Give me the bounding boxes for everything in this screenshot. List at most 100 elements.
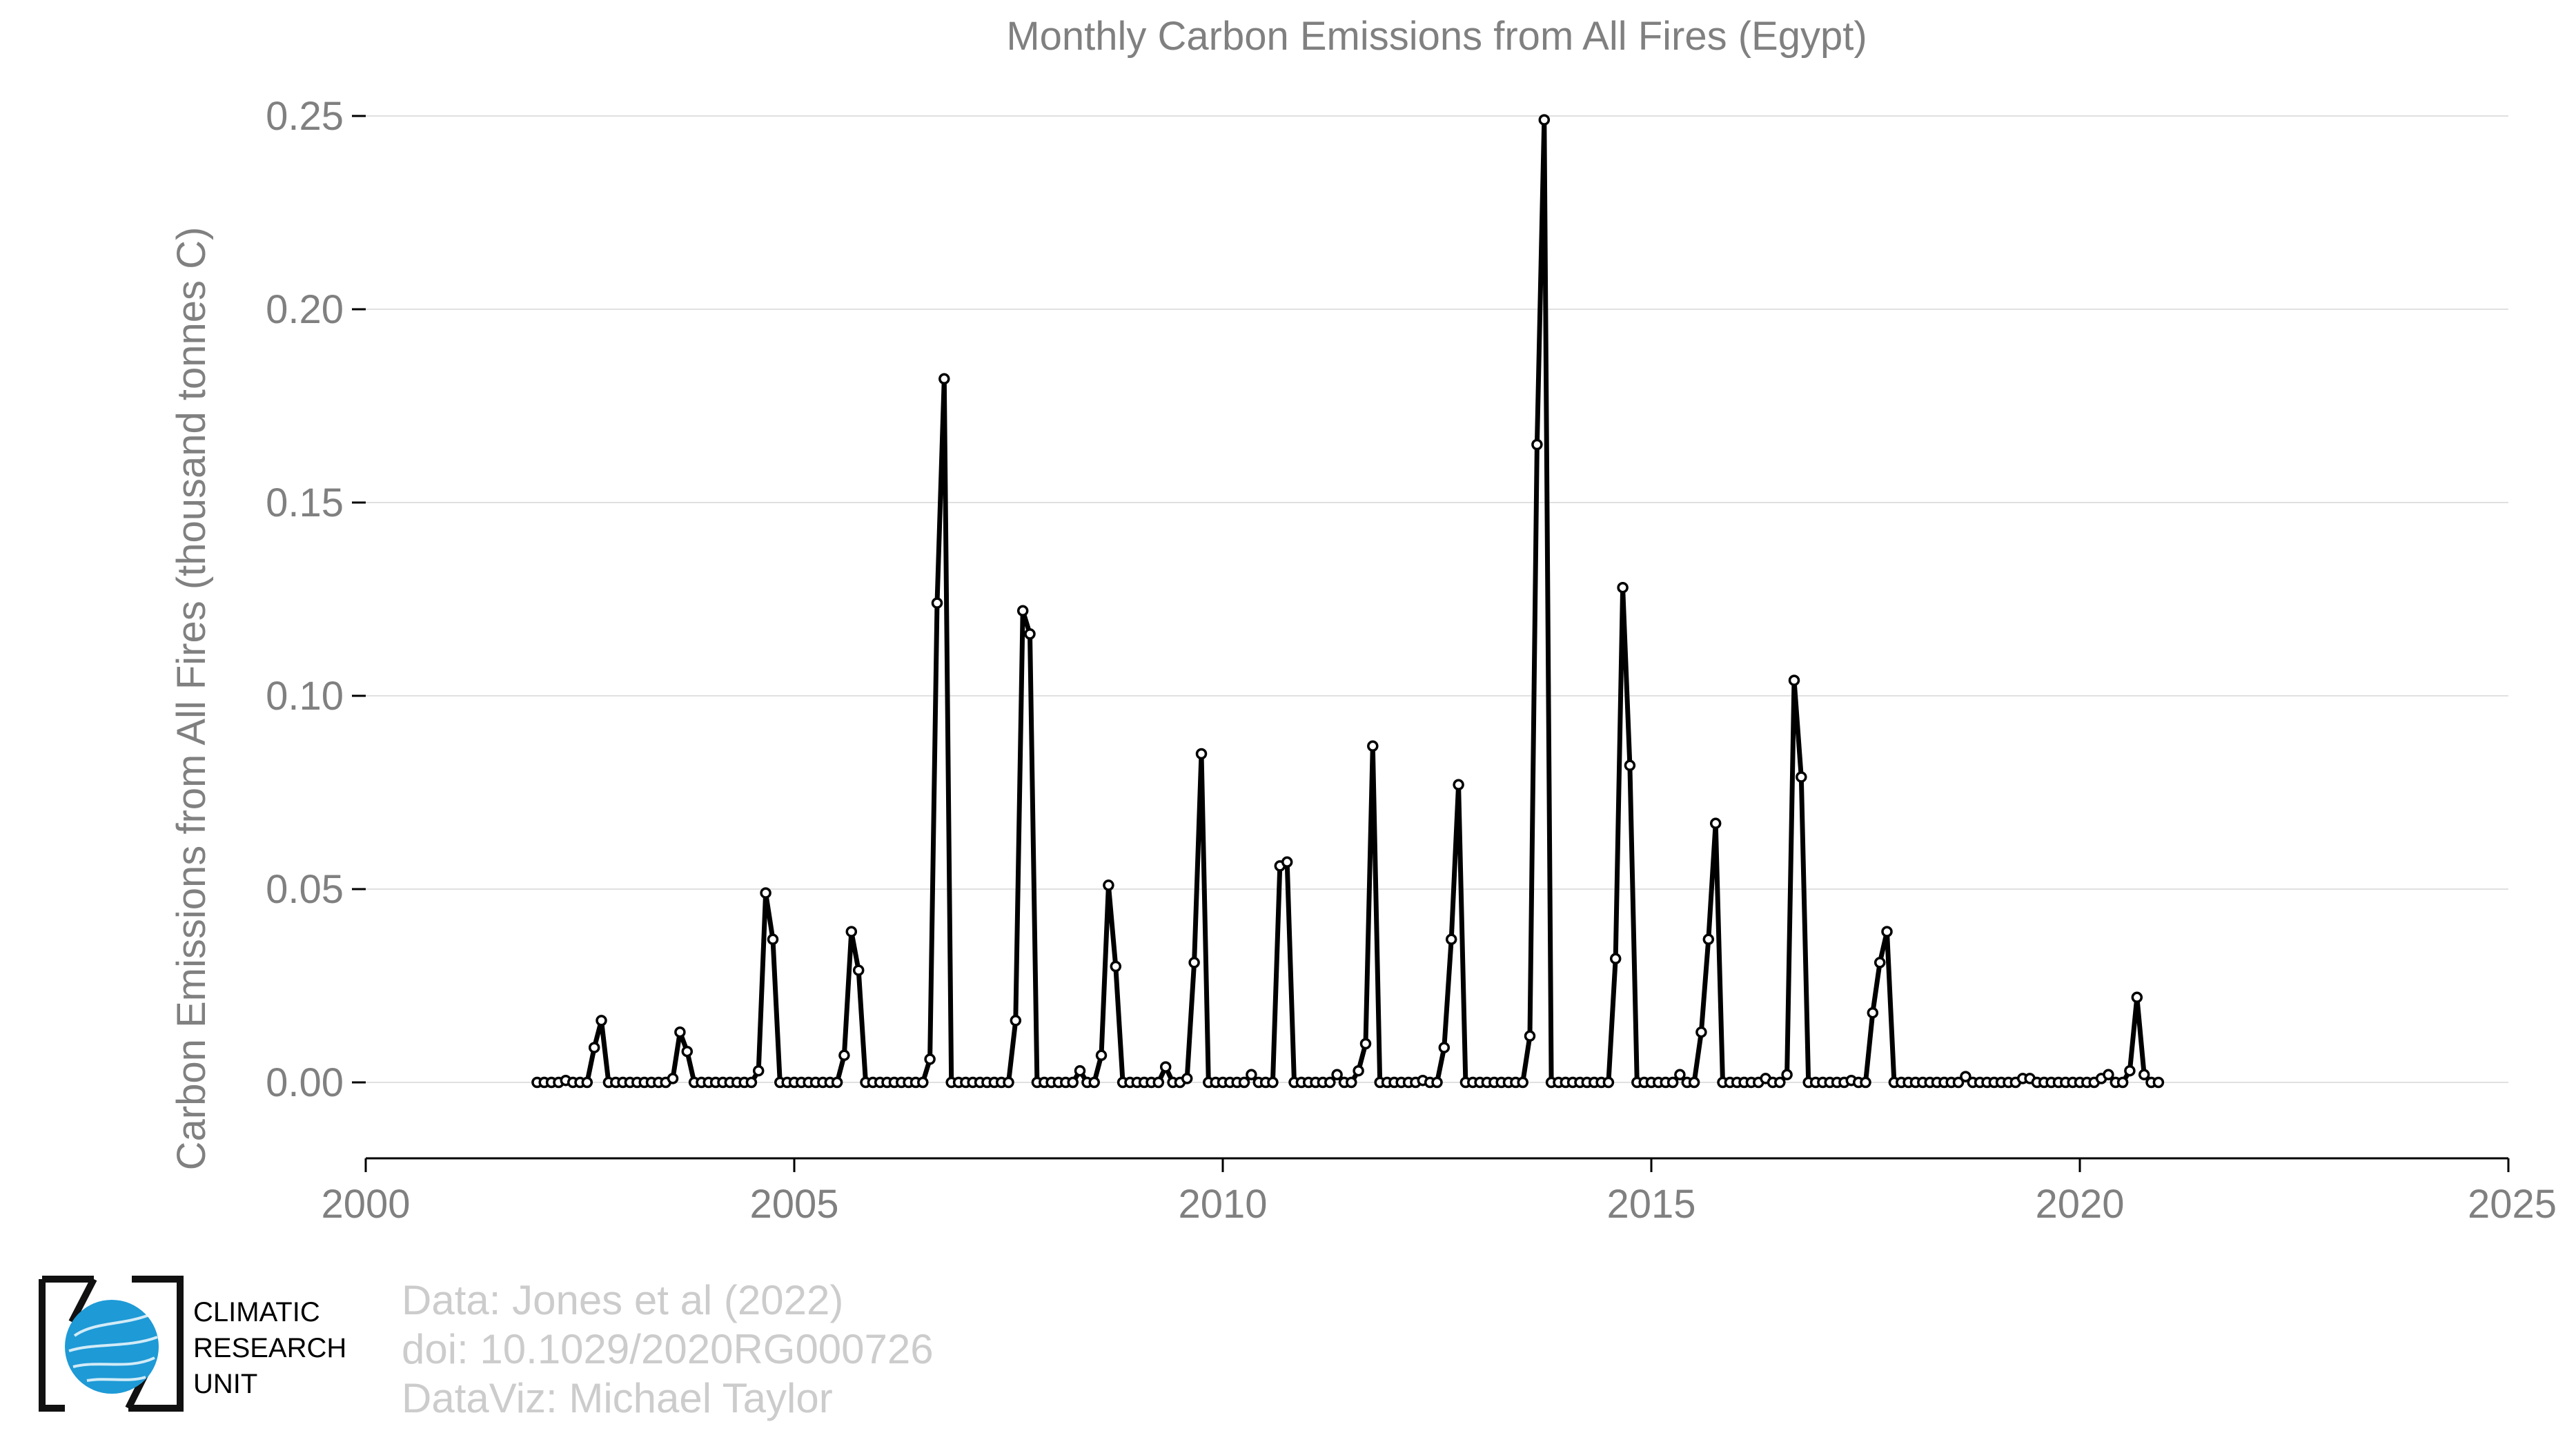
data-point (1796, 771, 1807, 783)
data-point (1609, 953, 1622, 965)
data-point (1346, 1076, 1357, 1089)
data-point (938, 373, 950, 385)
data-point (1881, 926, 1893, 937)
data-point (674, 1026, 686, 1038)
data-point (845, 926, 858, 937)
x-tick-label: 2020 (2035, 1182, 2124, 1227)
grid-lines (366, 115, 2508, 1083)
x-tick-label: 2010 (1178, 1182, 1267, 1227)
data-point (1181, 1073, 1193, 1084)
data-point (681, 1045, 694, 1058)
emissions-points (531, 114, 2165, 1089)
x-tick-label: 2000 (321, 1182, 410, 1227)
data-point (1517, 1076, 1528, 1089)
data-point (1860, 1076, 1871, 1089)
x-tick-label: 2025 (2468, 1182, 2557, 1227)
data-point (760, 887, 771, 899)
data-point (752, 1064, 765, 1077)
data-point (838, 1049, 850, 1062)
data-point (1624, 759, 1636, 772)
data-point (1438, 1042, 1451, 1053)
data-point (1702, 933, 1715, 946)
data-point (924, 1053, 936, 1065)
data-point (1074, 1064, 1086, 1077)
y-tick-label: 0.20 (266, 287, 344, 332)
y-tick-label: 0.00 (266, 1060, 344, 1105)
data-point (1688, 1076, 1700, 1089)
data-point (1445, 933, 1457, 946)
y-axis-label: Carbon Emissions from All Fires (thousan… (169, 227, 214, 1171)
y-tick-label: 0.25 (266, 94, 344, 139)
emissions-series-line (537, 117, 2159, 1085)
data-point (1774, 1076, 1786, 1089)
data-point (1067, 1076, 1079, 1089)
data-point (2138, 1069, 2150, 1081)
data-point (2103, 1069, 2114, 1081)
data-point (2116, 1076, 2129, 1089)
data-point (1602, 1076, 1615, 1089)
cru-logo (39, 1274, 184, 1412)
data-point (2152, 1076, 2165, 1089)
data-point (1617, 581, 1629, 594)
data-point (1281, 856, 1293, 868)
data-point (1152, 1076, 1165, 1089)
data-point (745, 1076, 758, 1089)
data-point (1359, 1038, 1372, 1050)
data-point (1267, 1076, 1279, 1089)
data-point (1016, 605, 1029, 617)
data-point (831, 1076, 843, 1089)
y-tick-label: 0.05 (266, 867, 344, 912)
data-point (1110, 960, 1122, 973)
data-point (1188, 957, 1200, 968)
data-point (596, 1015, 607, 1026)
data-point (1431, 1076, 1443, 1089)
data-point (917, 1076, 929, 1089)
data-point (1024, 628, 1036, 640)
y-axis-ticks: 0.00 0.05 0.10 0.15 0.20 0.25 (266, 94, 366, 1105)
data-point (1874, 957, 1886, 968)
data-point (1524, 1030, 1536, 1042)
data-point (931, 597, 943, 609)
data-point (1867, 1006, 1879, 1019)
credit-dataviz: DataViz: Michael Taylor (402, 1375, 833, 1421)
data-point (1159, 1061, 1172, 1073)
data-point (1367, 740, 1379, 752)
data-point (1531, 438, 1543, 451)
data-point (1103, 879, 1114, 891)
data-point (1195, 748, 1208, 760)
logo-text-line-1: CLIMATIC (193, 1297, 320, 1327)
data-point (852, 964, 865, 976)
data-point (1003, 1076, 1014, 1089)
data-point (767, 933, 779, 946)
credit-data-source: Data: Jones et al (2022) (402, 1277, 844, 1323)
data-point (1353, 1064, 1364, 1077)
cru-logo-text: CLIMATIC RESEARCH UNIT (193, 1294, 346, 1402)
data-credits: Data: Jones et al (2022) doi: 10.1029/20… (402, 1276, 934, 1423)
data-point (1674, 1069, 1686, 1081)
y-tick-label: 0.15 (266, 480, 344, 525)
data-point (1666, 1076, 1679, 1089)
data-point (1695, 1026, 1707, 1038)
data-point (1238, 1076, 1250, 1089)
data-point (1788, 674, 1800, 686)
data-point (1538, 114, 1551, 126)
logo-text-line-3: UNIT (193, 1369, 258, 1399)
data-point (581, 1076, 593, 1089)
y-tick-label: 0.10 (266, 674, 344, 719)
data-point (1095, 1049, 1108, 1062)
data-point (1010, 1015, 1022, 1026)
data-point (2131, 991, 2143, 1004)
data-point (1960, 1071, 1972, 1082)
data-point (1709, 817, 1722, 830)
data-point (1453, 779, 1464, 791)
data-point (1324, 1076, 1336, 1089)
credit-doi: doi: 10.1029/2020RG000726 (402, 1326, 934, 1372)
x-axis-ticks: 2000 2005 2010 2015 2020 2025 (321, 1158, 2557, 1227)
data-point (588, 1042, 600, 1053)
logo-text-line-2: RESEARCH (193, 1333, 347, 1363)
cru-logo-mark (39, 1276, 184, 1412)
data-point (1088, 1076, 1100, 1089)
x-tick-label: 2005 (749, 1182, 838, 1227)
data-point (1246, 1069, 1257, 1081)
